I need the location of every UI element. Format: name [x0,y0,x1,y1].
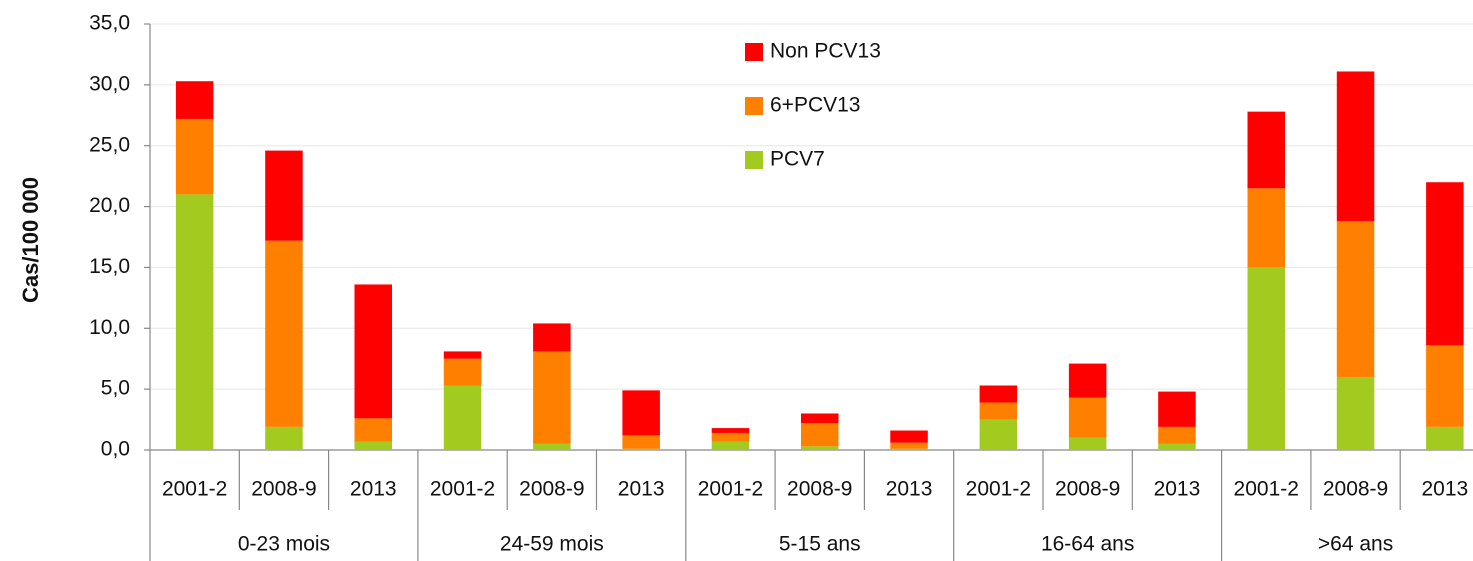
x-tick-label: 2001-2 [966,478,1031,501]
bar-segment [265,426,303,450]
bar-segment [533,323,571,352]
x-tick-label: 2013 [350,478,397,501]
bar-segment [1068,363,1107,398]
bar-segment [1336,71,1375,222]
x-tick-label: 2013 [1154,478,1201,501]
bar-segment [175,194,214,450]
group-label: 24-59 mois [500,533,604,556]
bar-segment [979,419,1018,450]
y-tick-label: 20,0 [89,194,130,217]
bar-segment [1247,111,1286,189]
bar-segment [354,441,393,450]
bar-segment [354,418,393,442]
legend-swatch [745,97,763,115]
bar-segment [800,446,839,450]
bar-segment [354,284,393,419]
bar-segment [711,432,750,442]
x-tick-label: 2013 [1421,478,1468,501]
y-tick-label: 35,0 [89,12,130,35]
bar-segment [443,358,482,386]
group-label: 0-23 mois [238,533,330,556]
bar-segment [443,351,482,359]
bar-segment [265,150,303,241]
bar-segment [979,402,1018,420]
bar-segment [1426,345,1464,427]
legend-swatch [745,151,763,169]
y-axis-label: Cas/100 000 [18,177,43,303]
group-label: >64 ans [1318,533,1393,556]
y-tick-label: 10,0 [89,316,130,339]
bar-segment [1247,188,1286,268]
x-tick-label: 2013 [618,478,665,501]
bar-segment [890,442,928,449]
x-tick-label: 2008-9 [787,478,852,501]
x-tick-label: 2013 [886,478,933,501]
group-label: 5-15 ans [779,533,861,556]
x-tick-label: 2001-2 [698,478,763,501]
y-tick-label: 5,0 [101,377,130,400]
bar-segment [622,435,660,449]
bar-segment [1426,426,1464,450]
x-tick-label: 2008-9 [1055,478,1120,501]
bar-segment [533,351,571,444]
legend-label: PCV7 [770,148,825,171]
x-tick-label: 2008-9 [251,478,316,501]
bar-segment [443,385,482,450]
bar-segment [533,443,571,450]
bar-segment [1247,267,1286,450]
bar-segment [711,428,750,433]
bar-segment [1068,397,1107,438]
bar-segment [1158,391,1196,427]
x-tick-label: 2001-2 [162,478,227,501]
bar-segment [800,423,839,447]
bar-segment [1336,221,1375,377]
y-tick-label: 15,0 [89,255,130,278]
bar-segment [1336,376,1375,450]
legend-label: 6+PCV13 [770,94,860,117]
y-tick-label: 25,0 [89,133,130,156]
bar-segment [1068,437,1107,450]
x-tick-label: 2008-9 [519,478,584,501]
bar-segment [175,118,214,195]
bar-segment [800,413,839,424]
bar-segment [175,81,214,119]
y-tick-label: 0,0 [101,438,130,461]
bar-segment [1158,443,1196,450]
group-label: 16-64 ans [1041,533,1134,556]
x-tick-label: 2001-2 [1234,478,1299,501]
x-tick-label: 2008-9 [1323,478,1388,501]
bar-segment [1158,426,1196,444]
x-tick-label: 2001-2 [430,478,495,501]
bar-segment [622,448,660,450]
bar-segment [890,430,928,443]
bar-segment [711,441,750,450]
legend-swatch [745,43,763,61]
bar-segment [1426,182,1464,346]
bar-segment [890,448,928,450]
bar-segment [979,385,1018,403]
bar-segment [622,390,660,436]
bar-segment [265,240,303,427]
legend-label: Non PCV13 [770,40,881,63]
y-tick-label: 30,0 [89,72,130,95]
